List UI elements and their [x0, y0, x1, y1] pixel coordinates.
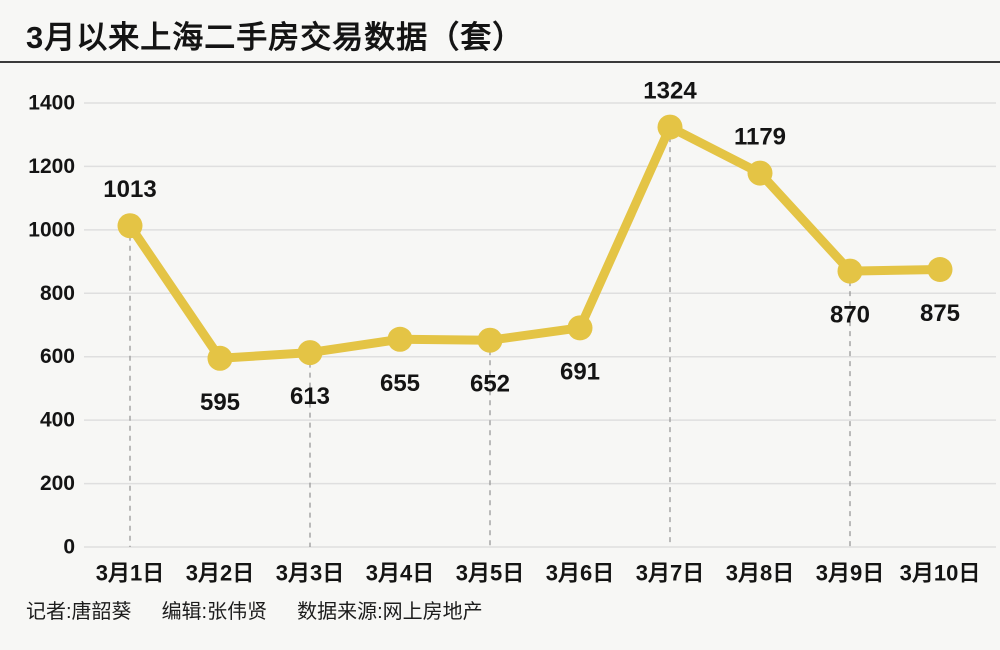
data-point-label: 613: [290, 383, 330, 410]
y-axis-tick-label: 1200: [28, 155, 75, 178]
y-axis-tick-label: 1400: [28, 92, 75, 115]
y-axis-tick-label: 200: [40, 472, 75, 495]
x-axis-tick-label: 3月2日: [186, 561, 254, 586]
data-point: [747, 160, 773, 186]
data-point-label: 595: [200, 389, 240, 416]
data-point: [477, 327, 503, 353]
data-point-label: 875: [920, 300, 960, 327]
data-point: [387, 326, 413, 352]
x-axis-tick-label: 3月10日: [900, 561, 981, 586]
data-point-label: 691: [560, 358, 600, 385]
data-point: [297, 340, 323, 366]
x-axis-tick-label: 3月3日: [276, 561, 344, 586]
data-point-label: 1324: [643, 78, 697, 105]
data-point: [567, 315, 593, 341]
series-line: [125, 122, 945, 363]
y-axis-tick-label: 0: [63, 536, 75, 559]
data-point-label: 1179: [734, 124, 786, 151]
data-point: [657, 114, 683, 140]
x-axis-tick-label: 3月1日: [96, 561, 164, 586]
chart-footer: 记者:唐韶葵 编辑:张伟贤 数据来源:网上房地产: [26, 595, 483, 624]
data-source: 数据来源:网上房地产: [297, 601, 483, 623]
page-title: 3月以来上海二手房交易数据（套）: [26, 20, 525, 55]
editor-credit: 编辑:张伟贤: [161, 601, 268, 623]
y-axis-tick-label: 600: [40, 345, 75, 368]
data-point: [837, 258, 863, 284]
x-axis-tick-label: 3月6日: [546, 561, 614, 586]
data-point-label: 1013: [103, 176, 156, 203]
data-point-label: 652: [470, 371, 510, 398]
data-point-label: 870: [830, 302, 870, 329]
data-point: [927, 257, 953, 282]
y-axis-tick-label: 1000: [28, 218, 75, 241]
data-point: [117, 213, 143, 239]
x-axis-tick-label: 3月9日: [816, 561, 884, 586]
x-axis-tick-label: 3月5日: [456, 561, 524, 586]
y-axis-tick-label: 800: [40, 282, 75, 305]
reporter-credit: 记者:唐韶葵: [26, 601, 132, 623]
title-underline: [0, 61, 1000, 63]
x-axis-tick-label: 3月8日: [726, 561, 794, 586]
x-axis-tick-label: 3月4日: [366, 561, 434, 586]
data-point-label: 655: [380, 370, 420, 397]
y-axis-tick-label: 400: [40, 409, 75, 432]
data-point: [207, 345, 233, 371]
x-axis-tick-label: 3月7日: [636, 561, 704, 586]
